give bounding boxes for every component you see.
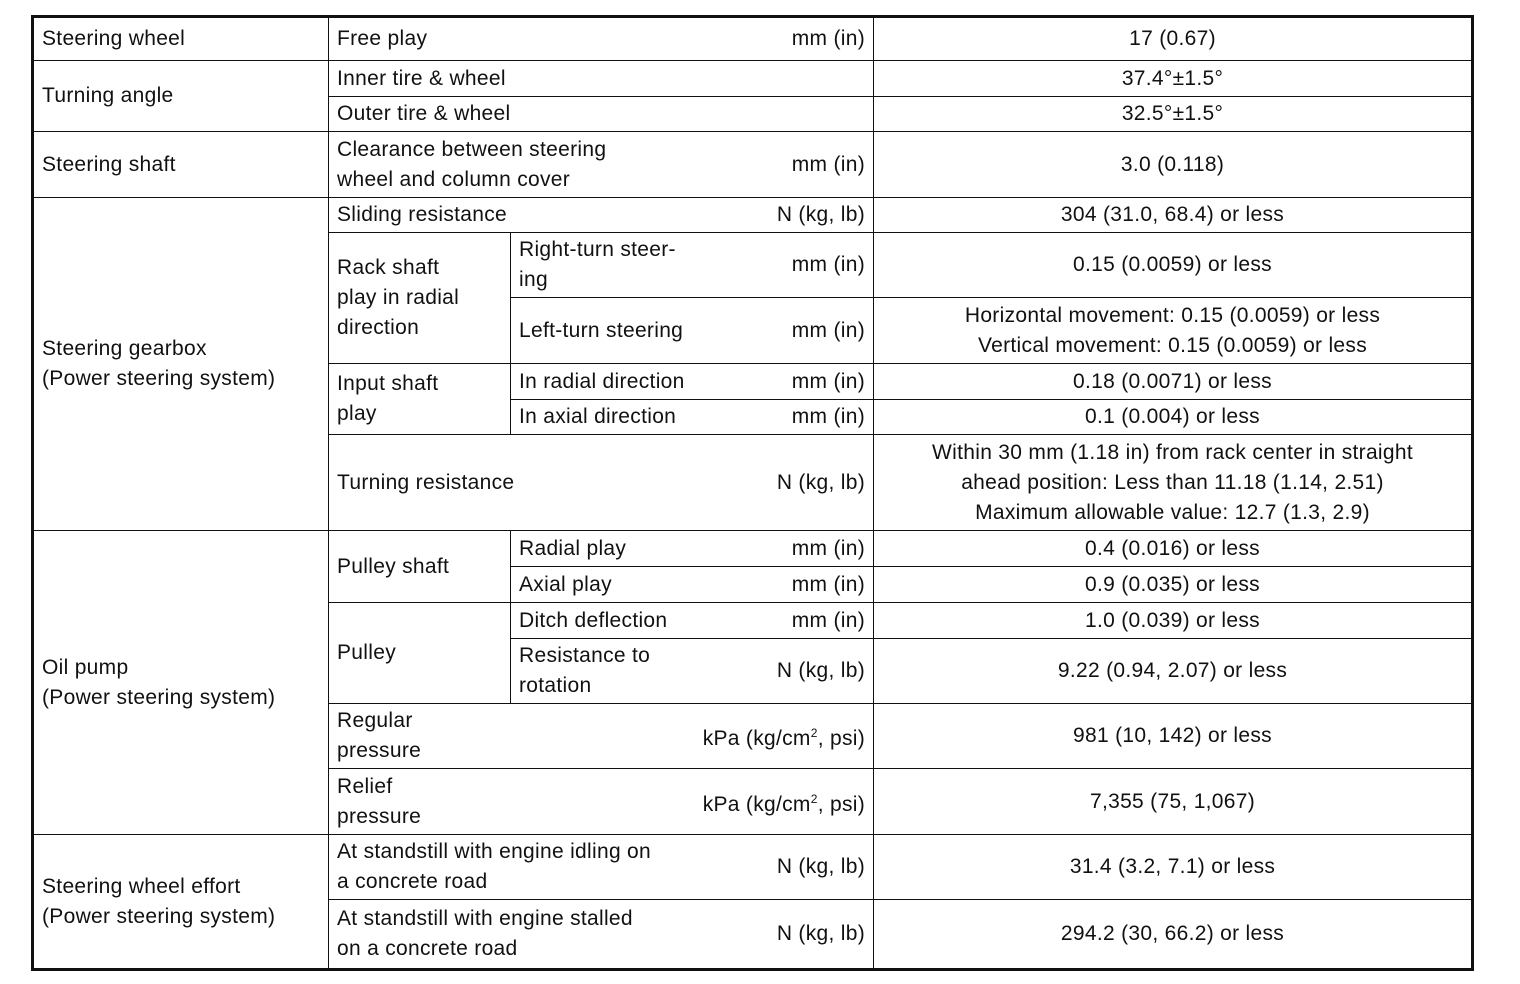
unit-label: mm (in): [791, 405, 866, 428]
value-cell: 3.0 (0.118): [873, 131, 1474, 198]
unit-label: mm (in): [791, 536, 866, 560]
unit-label: N (kg, lb): [776, 203, 866, 226]
item-label: Left-turn steering: [519, 318, 684, 342]
group-cell: Input shaft play: [328, 363, 511, 435]
unit-label: kPa (kg/cm2, psi): [702, 726, 866, 750]
unit-label: mm (in): [791, 369, 866, 393]
steering-specifications-table: Steering wheel Free play mm (in) 17 (0.67…: [31, 15, 1475, 971]
item-label: Clearance between steering wheel and col…: [337, 137, 607, 191]
item-label: At standstill with engine idling on a co…: [337, 840, 652, 893]
item-label: Ditch deflection: [519, 608, 668, 632]
item-label: At standstill with engine stalled on a c…: [337, 907, 633, 960]
item-label: Axial play: [519, 572, 612, 596]
unit-label: N (kg, lb): [776, 922, 866, 945]
value-cell: 0.18 (0.0071) or less: [873, 363, 1474, 400]
item-label: In axial direction: [519, 405, 677, 428]
unit-label: N (kg, lb): [776, 470, 866, 494]
value-cell: 0.9 (0.035) or less: [873, 566, 1474, 603]
value-cell: 31.4 (3.2, 7.1) or less: [873, 834, 1474, 900]
value-cell: 294.2 (30, 66.2) or less: [873, 899, 1474, 970]
item-label: Relief pressure: [337, 774, 422, 828]
value-cell: 9.22 (0.94, 2.07) or less: [873, 638, 1474, 704]
value-cell: 981 (10, 142) or less: [873, 703, 1474, 769]
value-cell: 0.15 (0.0059) or less: [873, 232, 1474, 298]
item-label: Radial play: [519, 536, 627, 560]
table-row: Steering shaft Clearance between steerin…: [32, 131, 1474, 198]
value-cell: 0.4 (0.016) or less: [873, 530, 1474, 567]
unit-label: mm (in): [791, 608, 866, 632]
table-row: Turning resistance N (kg, lb) Within 30 m…: [33, 434, 1474, 531]
category-cell: Steering gearbox (Power steering system): [32, 197, 329, 531]
value-cell: 304 (31.0, 68.4) or less: [873, 197, 1474, 233]
unit-label: mm (in): [791, 572, 866, 596]
category-cell: Oil pump (Power steering system): [32, 530, 329, 835]
item-label: Sliding resistance: [337, 203, 507, 226]
unit-label: kPa (kg/cm2, psi): [702, 791, 866, 816]
category-cell: Steering shaft: [32, 131, 329, 198]
group-cell: Rack shaft play in radial direction: [328, 232, 511, 364]
unit-label: mm (in): [791, 253, 866, 276]
table-row: Axial play mm (in) 0.9 (0.035) or less: [33, 566, 1474, 603]
table-row: Steering gearbox (Power steering system)…: [32, 197, 1474, 531]
value-cell: 1.0 (0.039) or less: [873, 602, 1474, 639]
unit-label: N (kg, lb): [776, 855, 866, 878]
table-row: Resistance to rotation N (kg, lb) 9.22 (0…: [33, 638, 1474, 704]
value-cell: 0.1 (0.004) or less: [873, 399, 1474, 435]
item-label: In radial direction: [519, 369, 685, 393]
category-cell: Steering wheel effort (Power steering sy…: [32, 834, 329, 970]
table-row: Rack shaft play in radial direction Righ…: [33, 232, 1474, 364]
item-label: Regular pressure: [337, 709, 422, 762]
unit-label: N (kg, lb): [776, 659, 866, 682]
item-label: Turning resistance: [337, 470, 515, 494]
table-row: Regular pressure kPa (kg/cm2, psi) 981 (1…: [33, 703, 1474, 769]
unit-label: mm (in): [791, 152, 866, 176]
category-cell: Steering wheel: [32, 16, 329, 61]
item-label: Right-turn steer- ing: [519, 238, 676, 291]
group-cell: Pulley: [328, 602, 511, 704]
item-label: Outer tire & wheel: [327, 96, 875, 132]
value-cell: 32.5°±1.5°: [873, 96, 1474, 132]
value-cell: Horizontal movement: 0.15 (0.0059) or le…: [873, 297, 1474, 364]
group-cell: Pulley shaft: [328, 530, 511, 603]
table-row: Steering wheel Free play mm (in) 17 (0.67…: [32, 16, 1474, 61]
value-cell: 37.4°±1.5°: [873, 60, 1474, 97]
table-row: Outer tire & wheel 32.5°±1.5°: [33, 96, 1474, 132]
category-cell: Turning angle: [32, 60, 329, 132]
table-row: Turning angle Inner tire & wheel 37.4°±1…: [32, 60, 1474, 132]
value-cell: 17 (0.67): [873, 16, 1474, 61]
value-cell: 7,355 (75, 1,067): [873, 768, 1474, 835]
table-row: Oil pump (Power steering system) Pulley …: [32, 530, 1474, 835]
table-row: Steering wheel effort (Power steering sy…: [32, 834, 1474, 970]
unit-label: mm (in): [791, 318, 866, 342]
table-row: At standstill with engine stalled on a c…: [33, 899, 1474, 970]
table-row: Input shaft play In radial direction mm (…: [33, 363, 1474, 435]
item-label: Inner tire & wheel: [327, 60, 875, 97]
item-label: Free play: [337, 27, 428, 50]
item-label: Resistance to rotation: [519, 644, 651, 697]
unit-label: mm (in): [791, 27, 866, 50]
table-row: Left-turn steering mm (in) Horizontal mov…: [33, 297, 1474, 364]
value-cell: Within 30 mm (1.18 in) from rack center …: [873, 434, 1474, 531]
